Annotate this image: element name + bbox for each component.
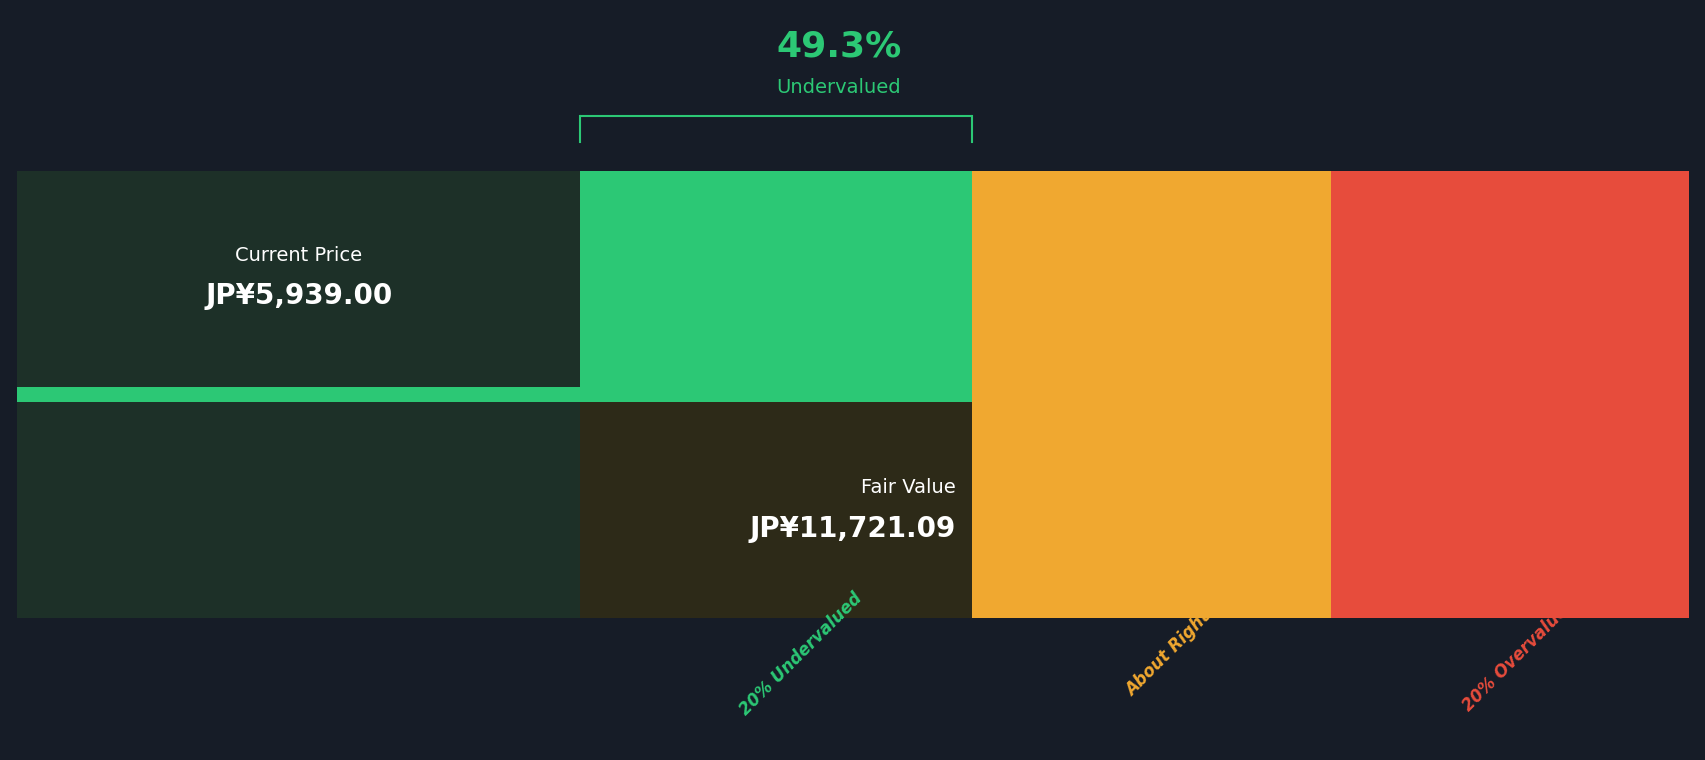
- Text: 20% Undervalued: 20% Undervalued: [735, 590, 864, 719]
- Bar: [17, 172, 972, 619]
- Text: JP¥5,939.00: JP¥5,939.00: [205, 282, 392, 310]
- Text: JP¥11,721.09: JP¥11,721.09: [748, 515, 955, 543]
- Text: Undervalued: Undervalued: [776, 78, 900, 97]
- Text: 49.3%: 49.3%: [776, 30, 900, 64]
- Bar: [17, 402, 972, 619]
- Bar: [580, 402, 972, 619]
- Bar: [1330, 172, 1688, 619]
- Bar: [972, 172, 1330, 619]
- Bar: [17, 172, 580, 388]
- Text: Current Price: Current Price: [235, 246, 361, 265]
- Text: 20% Overvalued: 20% Overvalued: [1458, 594, 1579, 715]
- Text: About Right: About Right: [1122, 609, 1214, 701]
- Text: Fair Value: Fair Value: [861, 479, 955, 498]
